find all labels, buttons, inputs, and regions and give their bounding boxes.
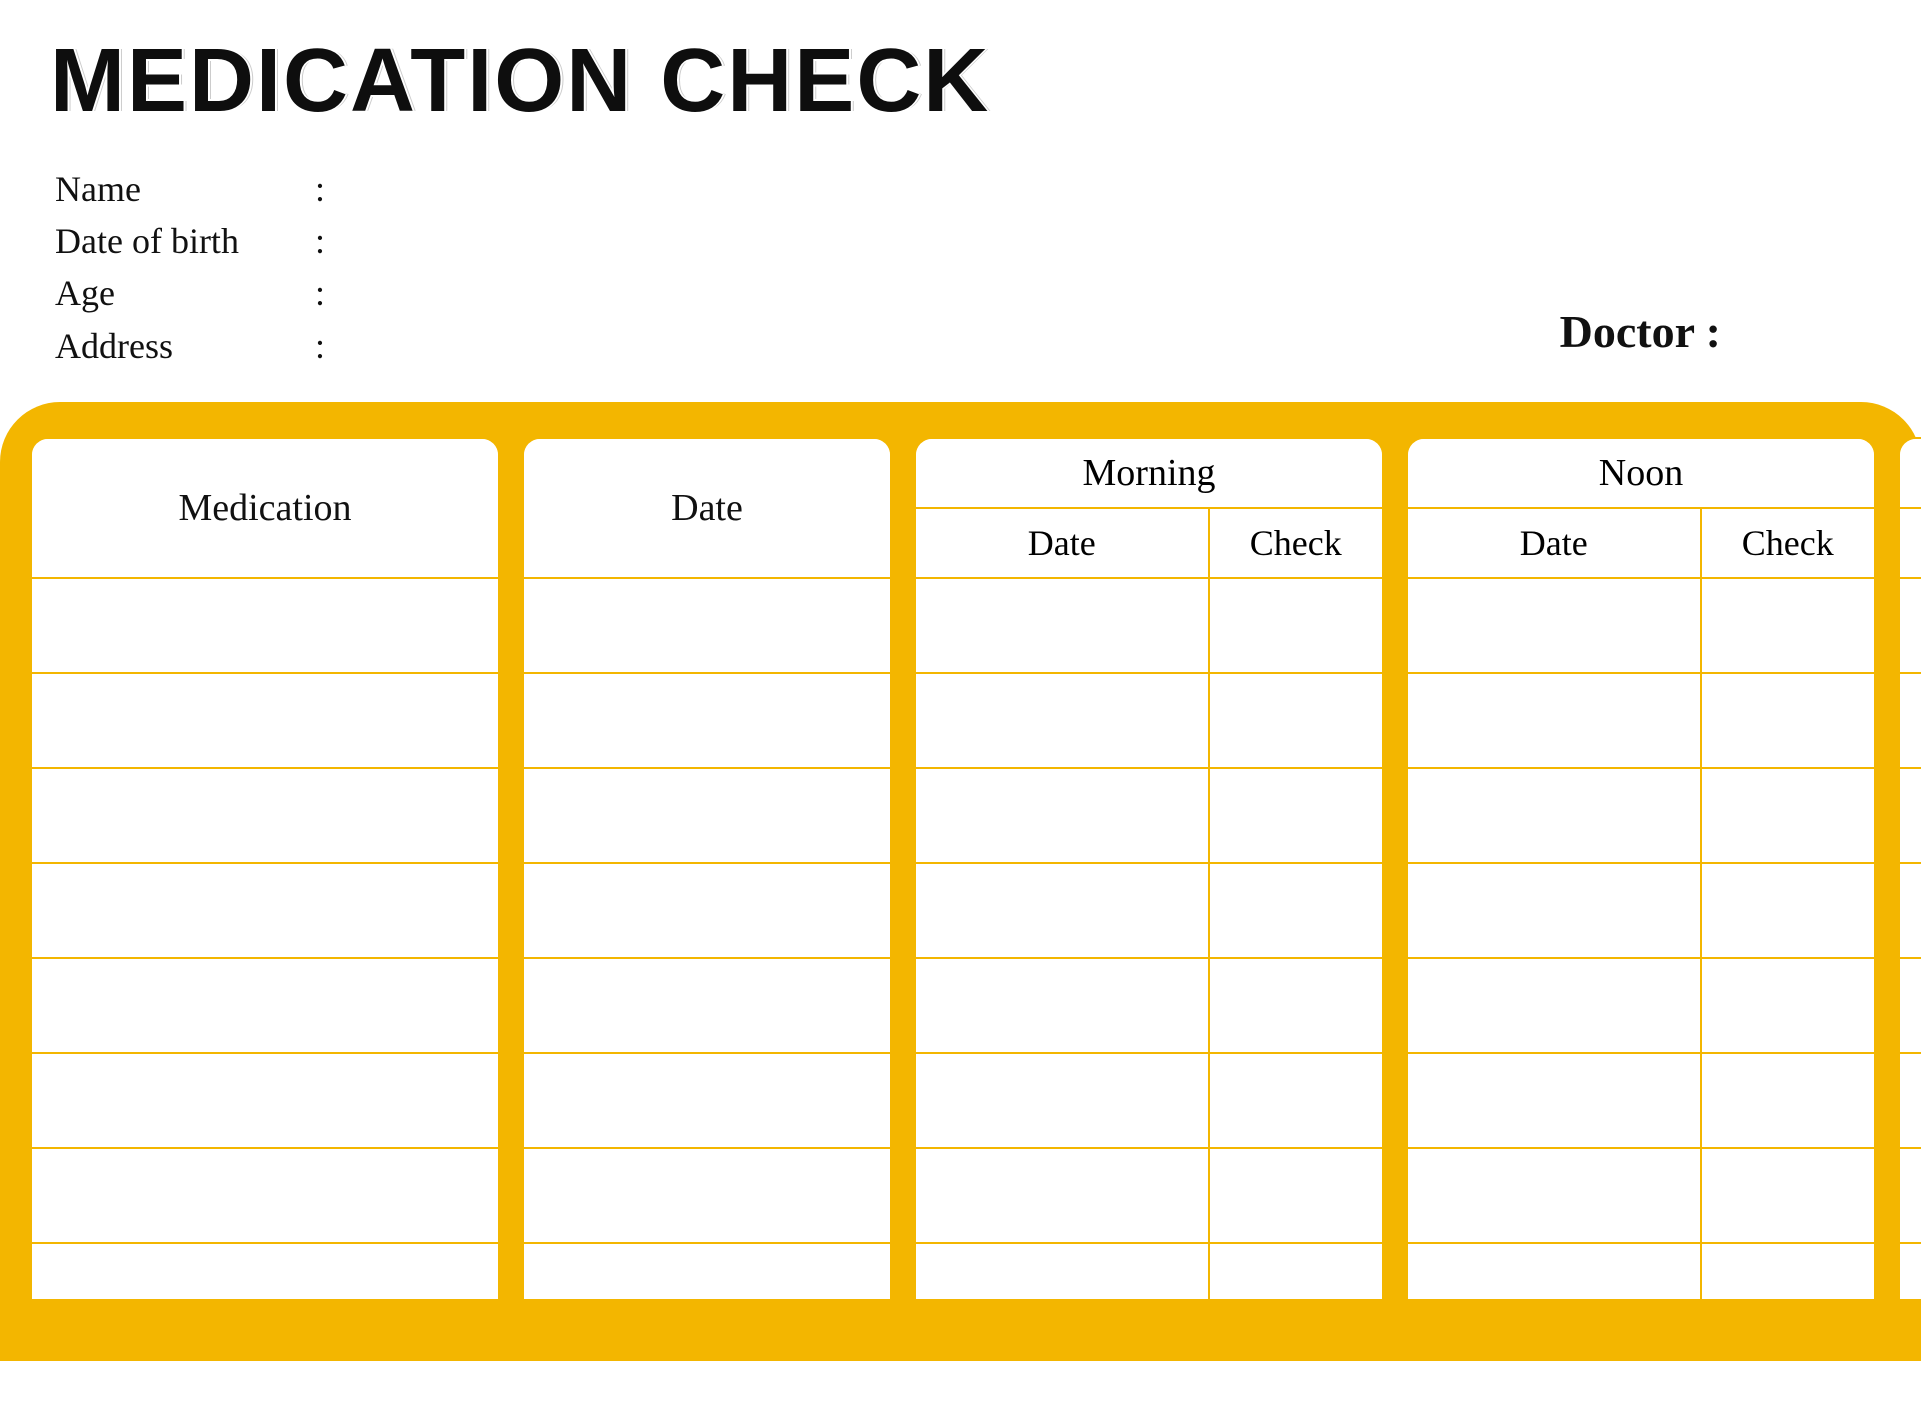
table-row[interactable] <box>1408 674 1874 769</box>
age-row: Age : <box>55 267 325 319</box>
night-block: Night Date Check <box>1898 437 1921 1301</box>
name-separator: : <box>315 163 325 215</box>
address-separator: : <box>315 320 325 372</box>
table-row[interactable] <box>916 769 1382 864</box>
noon-check-header: Check <box>1702 509 1874 577</box>
table-row[interactable] <box>1408 1149 1874 1244</box>
name-row: Name : <box>55 163 325 215</box>
table-row[interactable] <box>916 1149 1382 1244</box>
morning-date-header: Date <box>916 509 1210 577</box>
age-separator: : <box>315 267 325 319</box>
age-label: Age <box>55 267 315 319</box>
table-row[interactable] <box>32 1149 498 1244</box>
table-row[interactable] <box>524 1054 890 1149</box>
noon-column: Noon Date Check <box>1406 437 1876 1301</box>
address-row: Address : <box>55 320 325 372</box>
table-row[interactable] <box>916 1054 1382 1149</box>
table-row[interactable] <box>524 1244 890 1299</box>
noon-date-header: Date <box>1408 509 1702 577</box>
table-row[interactable] <box>916 1244 1382 1299</box>
table-row[interactable] <box>1408 864 1874 959</box>
table-row[interactable] <box>1900 959 1921 1054</box>
date-header: Date <box>524 439 890 579</box>
table-row[interactable] <box>524 674 890 769</box>
address-label: Address <box>55 320 315 372</box>
medication-panel: Medication Date <box>0 402 1921 1361</box>
table-row[interactable] <box>1900 1244 1921 1299</box>
table-row[interactable] <box>32 769 498 864</box>
table-row[interactable] <box>916 959 1382 1054</box>
morning-header: Morning Date Check <box>916 439 1382 579</box>
table-row[interactable] <box>916 579 1382 674</box>
table-row[interactable] <box>916 864 1382 959</box>
table-row[interactable] <box>524 1149 890 1244</box>
table-row[interactable] <box>1408 1244 1874 1299</box>
table-row[interactable] <box>1900 674 1921 769</box>
night-date-header: Date <box>1900 509 1921 577</box>
name-label: Name <box>55 163 315 215</box>
table-row[interactable] <box>916 674 1382 769</box>
table-row[interactable] <box>32 579 498 674</box>
patient-info-left: Name : Date of birth : Age : Address : <box>55 163 325 372</box>
table-row[interactable] <box>1900 1054 1921 1149</box>
table-row[interactable] <box>1900 579 1921 674</box>
night-label: Night <box>1900 439 1921 509</box>
medication-block: Medication <box>30 437 500 1301</box>
table-row[interactable] <box>1408 579 1874 674</box>
table-row[interactable] <box>32 674 498 769</box>
medication-header: Medication <box>32 439 498 579</box>
dob-separator: : <box>315 215 325 267</box>
noon-block: Noon Date Check <box>1406 437 1876 1301</box>
dob-label: Date of birth <box>55 215 315 267</box>
dob-row: Date of birth : <box>55 215 325 267</box>
noon-header: Noon Date Check <box>1408 439 1874 579</box>
patient-info: Name : Date of birth : Age : Address : D… <box>0 163 1921 372</box>
morning-check-header: Check <box>1210 509 1382 577</box>
table-row[interactable] <box>32 959 498 1054</box>
noon-label: Noon <box>1408 439 1874 509</box>
table-row[interactable] <box>1900 769 1921 864</box>
page-title: MEDICATION CHECK <box>0 30 1921 133</box>
table-row[interactable] <box>1408 1054 1874 1149</box>
morning-column: Morning Date Check <box>914 437 1384 1301</box>
doctor-label: Doctor : <box>1560 299 1721 366</box>
date-column: Date <box>522 437 892 1301</box>
table-row[interactable] <box>1900 864 1921 959</box>
medication-column: Medication <box>30 437 500 1301</box>
night-header: Night Date Check <box>1900 439 1921 579</box>
date-block: Date <box>522 437 892 1301</box>
page: MEDICATION CHECK Name : Date of birth : … <box>0 0 1921 1401</box>
table-row[interactable] <box>1408 959 1874 1054</box>
table-row[interactable] <box>32 1054 498 1149</box>
morning-block: Morning Date Check <box>914 437 1384 1301</box>
table-row[interactable] <box>1900 1149 1921 1244</box>
morning-label: Morning <box>916 439 1382 509</box>
table-row[interactable] <box>524 579 890 674</box>
table-row[interactable] <box>32 864 498 959</box>
table-row[interactable] <box>524 769 890 864</box>
table-row[interactable] <box>524 864 890 959</box>
night-column: Night Date Check <box>1898 437 1921 1301</box>
table-row[interactable] <box>524 959 890 1054</box>
table-row[interactable] <box>32 1244 498 1299</box>
table-row[interactable] <box>1408 769 1874 864</box>
